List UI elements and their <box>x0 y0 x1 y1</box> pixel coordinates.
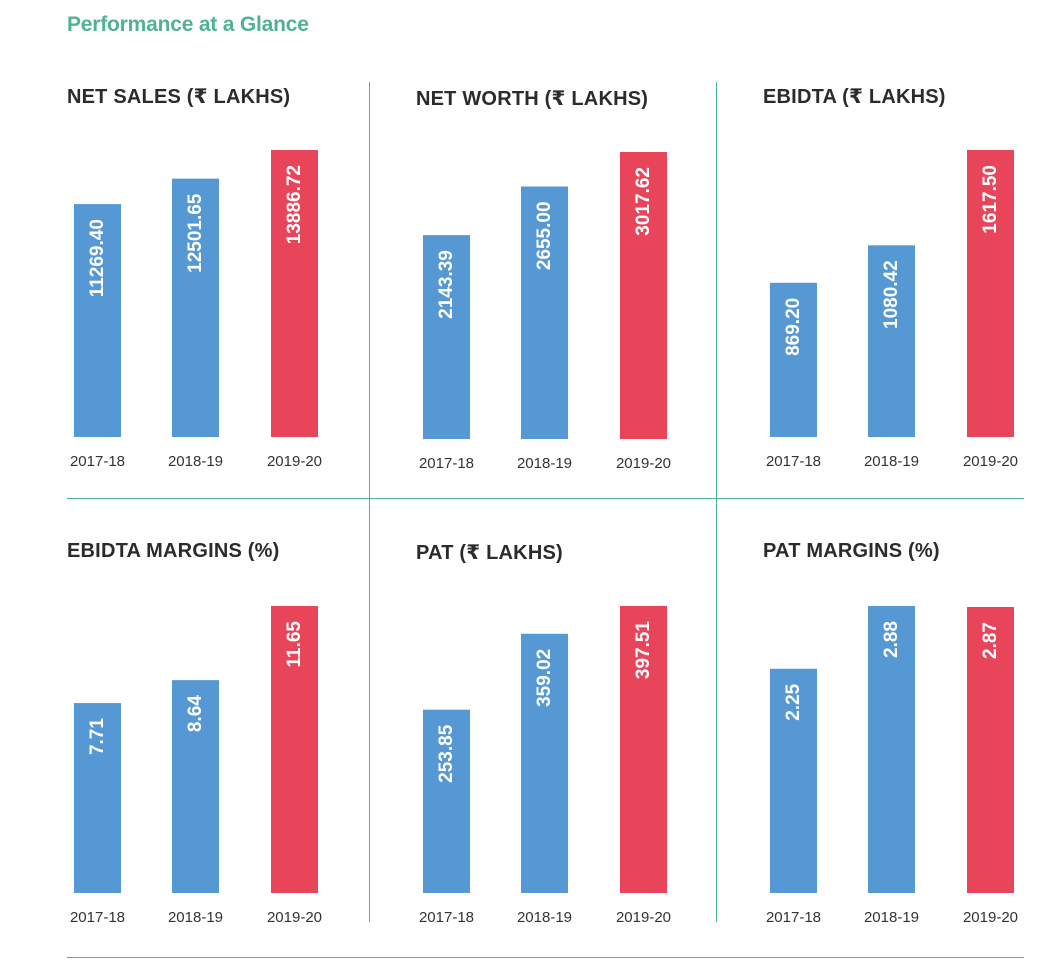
divider-vertical-2 <box>716 82 717 922</box>
bar-2019-20 <box>271 606 318 893</box>
chart-title: NET WORTH (₹ LAKHS) <box>416 88 649 110</box>
chart-title: EBIDTA MARGINS (%) <box>67 540 280 562</box>
data-label: 11269.40 <box>87 219 108 297</box>
bar-2018-19 <box>868 606 915 893</box>
x-tick-label: 2018-19 <box>168 909 223 926</box>
chart-svg: 7.71 2017-18 8.64 2018-19 11.65 2019-20 <box>70 606 322 926</box>
page-title: Performance at a Glance <box>67 13 309 36</box>
x-tick-label: 2017-18 <box>70 909 125 926</box>
data-label: 2655.00 <box>534 201 555 270</box>
bar-2018-19 <box>868 245 915 437</box>
bar-2019-20 <box>967 606 1014 893</box>
x-tick-label: 2019-20 <box>616 455 671 472</box>
data-label: 7.71 <box>87 718 108 755</box>
data-label: 359.02 <box>534 649 555 707</box>
data-label: 2.88 <box>881 621 902 658</box>
data-label: 3017.62 <box>633 167 654 236</box>
x-tick-label: 2019-20 <box>616 909 671 926</box>
chart-title: NET SALES (₹ LAKHS) <box>67 86 291 108</box>
chart-svg: 11269.40 2017-18 12501.65 2018-19 13886.72 20… <box>70 150 322 470</box>
chart-svg: 2.25 2017-18 2.88 2018-19 2.87 2019-20 <box>766 606 1018 926</box>
bar-2017-18 <box>770 282 817 437</box>
bar-2018-19 <box>521 186 568 439</box>
data-label: 2143.39 <box>436 250 457 319</box>
x-tick-label: 2018-19 <box>517 909 572 926</box>
chart-panel-pat-margins: PAT MARGINS (%) 2.25 2017-18 2.88 2018-19 2.… <box>763 540 1048 980</box>
bar-2017-18 <box>74 204 121 437</box>
x-tick-label: 2019-20 <box>267 909 322 926</box>
chart-panel-net-sales: NET SALES (₹ LAKHS) 11269.40 2017-18 12501… <box>67 84 387 524</box>
bar-2019-20 <box>620 152 667 439</box>
chart-title: PAT MARGINS (%) <box>763 540 940 562</box>
divider-vertical-1 <box>369 82 370 922</box>
x-tick-label: 2019-20 <box>267 453 322 470</box>
data-label: 1080.42 <box>881 260 902 329</box>
divider-horizontal-bottom <box>67 957 1024 958</box>
x-tick-label: 2018-19 <box>168 453 223 470</box>
data-label: 253.85 <box>436 724 457 783</box>
bar-2018-19 <box>172 680 219 893</box>
bar-2017-18 <box>423 709 470 893</box>
bar-2017-18 <box>74 703 121 893</box>
data-label: 2.87 <box>980 622 1001 659</box>
bar-2017-18 <box>770 668 817 893</box>
chart-title: PAT (₹ LAKHS) <box>416 542 563 564</box>
chart-svg: 869.20 2017-18 1080.42 2018-19 1617.50 2019-2… <box>766 150 1018 470</box>
x-tick-label: 2017-18 <box>766 909 821 926</box>
chart-panel-net-worth: NET WORTH (₹ LAKHS) 2143.39 2017-18 2655.0… <box>416 86 736 526</box>
data-label: 12501.65 <box>185 193 206 273</box>
chart-title: EBIDTA (₹ LAKHS) <box>763 86 946 108</box>
chart-svg: 253.85 2017-18 359.02 2018-19 397.51 2019-20 <box>419 606 671 926</box>
x-tick-label: 2017-18 <box>70 453 125 470</box>
data-label: 11.65 <box>284 621 305 668</box>
chart-panel-ebidta-margins: EBIDTA MARGINS (%) 7.71 2017-18 8.64 2018-1… <box>67 540 387 980</box>
chart-panel-pat: PAT (₹ LAKHS) 253.85 2017-18 359.02 2018-19… <box>416 540 736 980</box>
chart-panel-ebidta: EBIDTA (₹ LAKHS) 869.20 2017-18 1080.42 201… <box>763 84 1048 524</box>
bar-2018-19 <box>521 633 568 893</box>
x-tick-label: 2017-18 <box>419 909 474 926</box>
chart-svg: 2143.39 2017-18 2655.00 2018-19 3017.62 2019-… <box>419 152 671 472</box>
bar-2018-19 <box>172 178 219 437</box>
bar-2019-20 <box>620 606 667 893</box>
data-label: 13886.72 <box>284 165 305 244</box>
data-label: 8.64 <box>185 695 206 732</box>
x-tick-label: 2019-20 <box>963 453 1018 470</box>
data-label: 869.20 <box>783 298 804 356</box>
bar-2019-20 <box>967 150 1014 437</box>
x-tick-label: 2019-20 <box>963 909 1018 926</box>
x-tick-label: 2017-18 <box>766 453 821 470</box>
bar-2019-20 <box>271 150 318 437</box>
x-tick-label: 2018-19 <box>864 453 919 470</box>
bar-2017-18 <box>423 235 470 439</box>
data-label: 1617.50 <box>980 165 1001 234</box>
x-tick-label: 2018-19 <box>864 909 919 926</box>
data-label: 397.51 <box>633 621 654 680</box>
x-tick-label: 2017-18 <box>419 455 474 472</box>
data-label: 2.25 <box>783 683 804 720</box>
x-tick-label: 2018-19 <box>517 455 572 472</box>
divider-horizontal-middle <box>67 498 1024 499</box>
